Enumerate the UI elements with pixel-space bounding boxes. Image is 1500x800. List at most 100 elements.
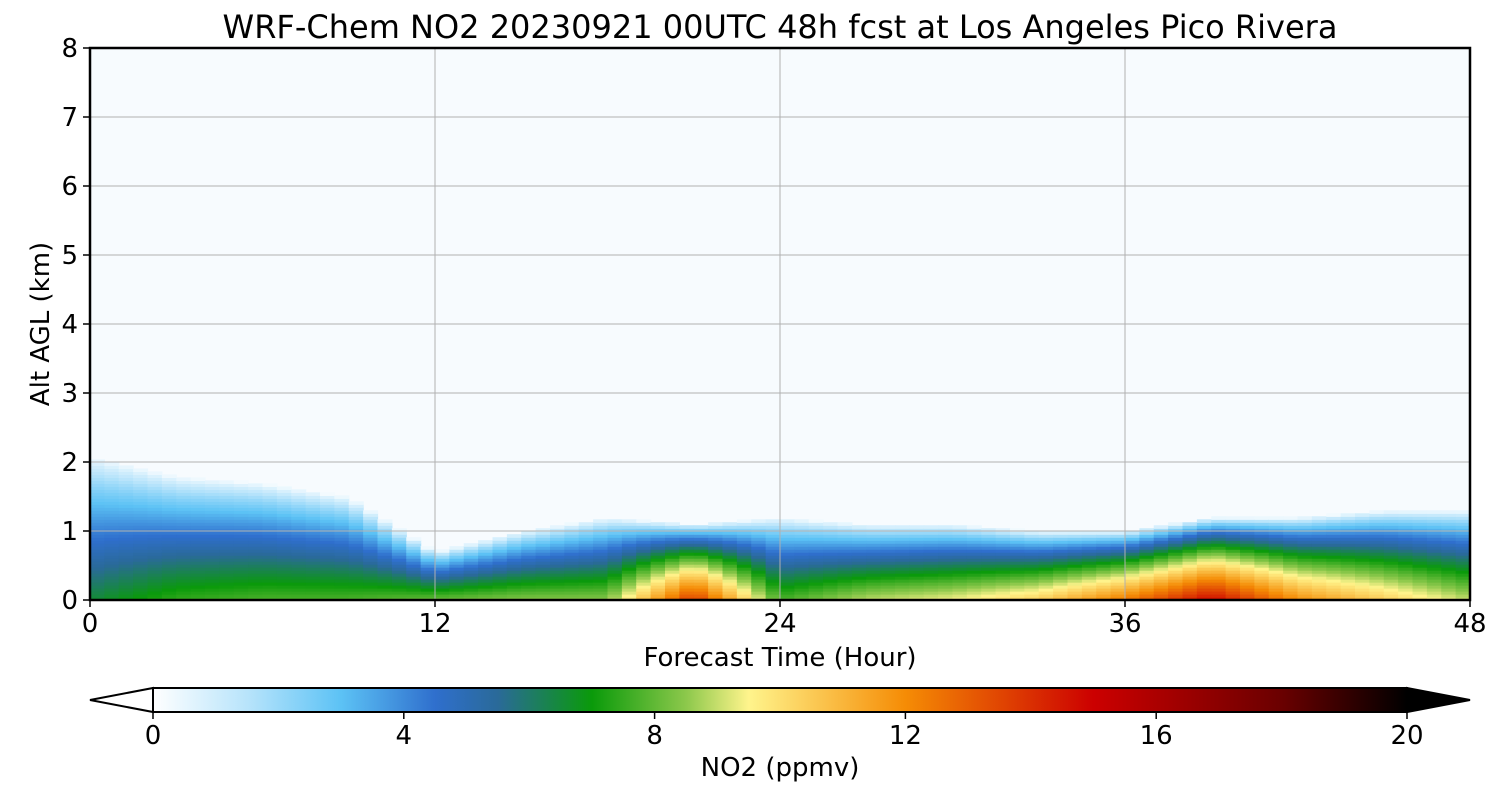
no2-cell (205, 480, 220, 484)
no2-cell (478, 564, 494, 568)
no2-cell (981, 537, 997, 541)
no2-cell (478, 540, 494, 544)
no2-cell (291, 555, 307, 559)
no2-cell (1153, 567, 1169, 571)
no2-cell (679, 558, 695, 562)
no2-cell (880, 543, 896, 547)
no2-cell (1125, 567, 1140, 571)
no2-cell (636, 534, 652, 538)
no2-cell (909, 555, 925, 559)
no2-cell (1168, 531, 1184, 535)
no2-cell (665, 579, 680, 583)
no2-cell (1426, 555, 1442, 559)
no2-cell (952, 540, 968, 544)
no2-cell (693, 567, 709, 571)
no2-cell (176, 495, 192, 499)
no2-cell (334, 510, 350, 514)
no2-cell (133, 579, 149, 583)
no2-cell (794, 546, 810, 550)
no2-cell (205, 504, 220, 508)
no2-cell (1383, 543, 1399, 547)
no2-cell (1412, 540, 1428, 544)
no2-cell (995, 588, 1011, 592)
no2-cell (118, 498, 134, 502)
no2-cell (449, 546, 465, 550)
no2-cell (1038, 591, 1054, 595)
no2-cell (1355, 585, 1370, 589)
no2-cell (1455, 546, 1470, 550)
no2-cell (1311, 591, 1327, 595)
no2-cell (205, 579, 220, 583)
no2-cell (190, 561, 206, 565)
no2-cell (262, 498, 278, 502)
no2-cell (895, 573, 910, 577)
no2-cell (1096, 531, 1112, 535)
no2-cell (233, 480, 249, 484)
no2-cell (219, 546, 235, 550)
no2-cell (276, 543, 292, 547)
no2-cell (104, 540, 120, 544)
colorbar-body (152, 687, 1408, 713)
no2-cell (176, 528, 192, 532)
no2-cell (866, 555, 882, 559)
no2-cell (1311, 549, 1327, 553)
no2-cell (1211, 567, 1227, 571)
no2-cell (1010, 597, 1025, 600)
no2-cell (1297, 537, 1313, 541)
no2-cell (1168, 555, 1184, 559)
no2-cell (866, 558, 882, 562)
no2-cell (1182, 525, 1198, 529)
no2-cell (1096, 558, 1112, 562)
no2-cell (923, 525, 939, 529)
no2-cell (593, 552, 609, 556)
no2-cell (535, 537, 551, 541)
no2-cell (176, 549, 192, 553)
no2-cell (262, 531, 278, 535)
no2-cell (1096, 561, 1112, 565)
no2-cell (1182, 522, 1198, 526)
no2-cell (535, 573, 551, 577)
no2-cell (1038, 534, 1054, 538)
no2-cell (1240, 576, 1255, 580)
no2-cell (391, 537, 407, 541)
no2-cell (262, 552, 278, 556)
no2-cell (205, 492, 220, 496)
no2-cell (1053, 579, 1069, 583)
no2-cell (794, 519, 810, 523)
no2-cell (205, 555, 220, 559)
no2-cell (1038, 537, 1054, 541)
no2-cell (1340, 570, 1356, 574)
no2-cell (305, 510, 321, 514)
no2-cell (262, 570, 278, 574)
no2-cell (305, 594, 321, 598)
no2-cell (1211, 597, 1227, 600)
no2-cell (233, 567, 249, 571)
no2-cell (104, 543, 120, 547)
no2-cell (1081, 597, 1097, 600)
no2-cell (1355, 570, 1370, 574)
no2-cell (1139, 552, 1155, 556)
no2-cell (722, 573, 738, 577)
no2-cell (147, 522, 163, 526)
no2-cell (506, 537, 522, 541)
no2-cell (751, 576, 767, 580)
no2-cell (636, 597, 652, 600)
no2-cell (334, 555, 350, 559)
no2-cell (420, 585, 436, 589)
no2-cell (147, 525, 163, 529)
no2-cell (1211, 564, 1227, 568)
no2-cell (895, 588, 910, 592)
no2-cell (636, 582, 652, 586)
no2-cell (118, 507, 134, 511)
no2-cell (808, 567, 824, 571)
no2-cell (1398, 567, 1414, 571)
no2-cell (578, 534, 594, 538)
no2-cell (276, 495, 292, 499)
no2-cell (1225, 570, 1241, 574)
no2-cell (1125, 546, 1140, 550)
no2-cell (348, 516, 364, 520)
no2-cell (823, 531, 839, 535)
y-tick-label: 2 (61, 448, 78, 478)
no2-cell (1283, 570, 1299, 574)
no2-cell (665, 552, 680, 556)
